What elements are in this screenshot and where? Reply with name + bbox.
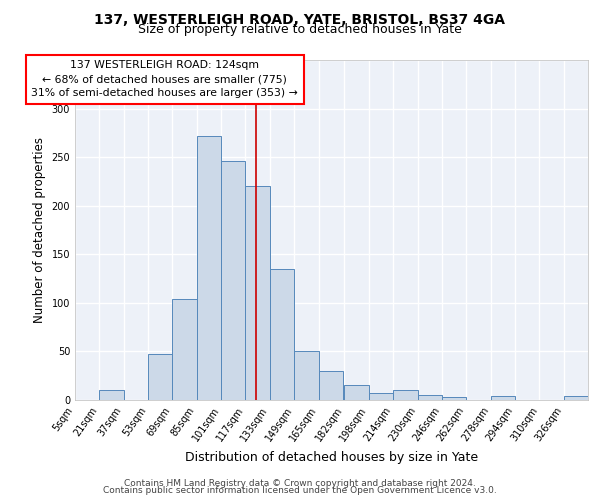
Bar: [221, 161, 245, 400]
Text: Contains public sector information licensed under the Open Government Licence v3: Contains public sector information licen…: [103, 486, 497, 495]
Text: 137, WESTERLEIGH ROAD, YATE, BRISTOL, BS37 4GA: 137, WESTERLEIGH ROAD, YATE, BRISTOL, BS…: [95, 12, 505, 26]
Text: Size of property relative to detached houses in Yate: Size of property relative to detached ho…: [138, 24, 462, 36]
Bar: [418, 395, 442, 400]
Bar: [563, 396, 588, 400]
Bar: [270, 269, 294, 400]
Bar: [148, 354, 172, 400]
Bar: [344, 386, 369, 400]
Bar: [245, 186, 270, 400]
Bar: [197, 136, 221, 400]
Text: 137 WESTERLEIGH ROAD: 124sqm
← 68% of detached houses are smaller (775)
31% of s: 137 WESTERLEIGH ROAD: 124sqm ← 68% of de…: [31, 60, 298, 98]
Y-axis label: Number of detached properties: Number of detached properties: [33, 137, 46, 323]
X-axis label: Distribution of detached houses by size in Yate: Distribution of detached houses by size …: [185, 451, 478, 464]
Bar: [100, 390, 124, 400]
Bar: [319, 371, 343, 400]
Bar: [442, 397, 466, 400]
Bar: [491, 396, 515, 400]
Bar: [294, 352, 319, 400]
Bar: [369, 393, 393, 400]
Bar: [172, 299, 197, 400]
Bar: [393, 390, 418, 400]
Text: Contains HM Land Registry data © Crown copyright and database right 2024.: Contains HM Land Registry data © Crown c…: [124, 479, 476, 488]
